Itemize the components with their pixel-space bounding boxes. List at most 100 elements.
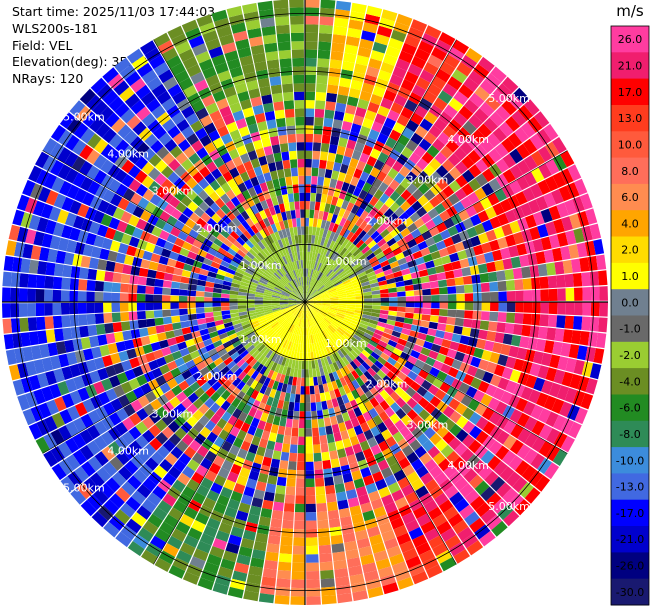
velocity-gate: [560, 246, 571, 261]
velocity-gate: [148, 411, 162, 424]
velocity-gate: [320, 293, 329, 297]
velocity-gate: [418, 421, 430, 433]
velocity-gate: [482, 421, 496, 435]
velocity-gate: [496, 430, 510, 445]
velocity-gate: [384, 537, 399, 550]
velocity-gate: [302, 302, 305, 310]
velocity-gate: [352, 443, 363, 454]
velocity-gate: [314, 280, 320, 289]
velocity-gate: [326, 269, 333, 277]
velocity-gate: [377, 422, 388, 433]
velocity-gate: [516, 243, 528, 256]
velocity-gate: [305, 302, 306, 311]
velocity-gate: [332, 119, 343, 129]
velocity-gate: [385, 436, 397, 448]
velocity-gate: [410, 381, 421, 392]
velocity-gate: [305, 74, 316, 84]
velocity-gate: [335, 234, 343, 244]
velocity-gate: [313, 298, 322, 301]
velocity-gate: [305, 302, 308, 311]
velocity-gate: [548, 234, 560, 249]
velocity-gate: [245, 386, 255, 397]
velocity-gate: [523, 171, 537, 187]
velocity-gate: [459, 141, 474, 155]
velocity-gate: [294, 91, 305, 101]
velocity-gate: [269, 388, 277, 399]
velocity-gate: [328, 67, 341, 78]
velocity-gate: [212, 306, 222, 312]
velocity-gate: [312, 325, 318, 334]
velocity-gate: [341, 321, 350, 328]
velocity-gate: [339, 367, 348, 377]
velocity-gate: [399, 262, 409, 271]
velocity-gate: [324, 203, 331, 213]
velocity-gate: [294, 503, 305, 513]
velocity-gate: [266, 440, 276, 451]
velocity-gate: [553, 369, 566, 385]
velocity-gate: [475, 338, 487, 350]
velocity-gate: [374, 452, 386, 464]
velocity-gate: [305, 302, 314, 305]
velocity-gate: [212, 292, 222, 298]
velocity-gate: [420, 275, 430, 284]
velocity-gate: [394, 419, 406, 431]
velocity-gate: [342, 319, 352, 325]
velocity-gate: [315, 494, 327, 504]
velocity-gate: [369, 397, 380, 408]
velocity-gate: [424, 414, 437, 427]
velocity-gate: [412, 506, 427, 519]
velocity-gate: [152, 485, 167, 500]
velocity-gate: [284, 349, 290, 358]
velocity-gate: [318, 245, 323, 254]
velocity-gate: [442, 185, 455, 198]
velocity-gate: [438, 247, 449, 258]
velocity-gate: [261, 25, 276, 36]
velocity-gate: [324, 476, 334, 487]
velocity-gate: [372, 263, 382, 271]
velocity-gate: [423, 391, 435, 403]
velocity-gate: [379, 203, 390, 215]
velocity-gate: [330, 534, 344, 545]
velocity-gate: [355, 217, 364, 227]
velocity-gate: [419, 118, 433, 132]
velocity-gate: [363, 474, 375, 486]
velocity-gate: [436, 520, 452, 535]
velocity-gate: [395, 58, 411, 71]
range-label: 5.00km: [488, 500, 530, 513]
velocity-gate: [301, 369, 305, 378]
velocity-gate: [320, 246, 326, 255]
velocity-gate: [375, 478, 388, 491]
velocity-gate: [397, 302, 406, 307]
velocity-gate: [530, 404, 544, 420]
velocity-gate: [372, 414, 383, 426]
velocity-gate: [516, 444, 531, 460]
velocity-gate: [428, 125, 442, 138]
velocity-gate: [514, 313, 524, 324]
velocity-gate: [18, 288, 28, 302]
velocity-gate: [312, 243, 317, 253]
velocity-gate: [143, 443, 157, 457]
velocity-gate: [328, 324, 337, 332]
velocity-gate: [418, 138, 432, 151]
velocity-gate: [62, 327, 73, 341]
velocity-gate: [195, 302, 205, 308]
velocity-gate: [296, 461, 305, 471]
velocity-gate: [502, 169, 516, 184]
velocity-gate: [410, 349, 421, 359]
velocity-gate: [281, 75, 293, 85]
velocity-gate: [549, 382, 562, 398]
velocity-gate: [448, 513, 464, 528]
velocity-gate: [310, 308, 316, 316]
velocity-gate: [311, 290, 318, 297]
velocity-gate: [399, 333, 410, 341]
velocity-gate: [389, 190, 401, 202]
velocity-gate: [410, 19, 428, 33]
velocity-gate: [220, 293, 230, 298]
velocity-gate: [325, 347, 332, 356]
velocity-gate: [368, 377, 379, 387]
velocity-gate: [220, 486, 233, 499]
velocity-gate: [312, 279, 318, 288]
velocity-gate: [305, 184, 311, 193]
velocity-gate: [327, 249, 335, 259]
velocity-gate: [436, 323, 447, 332]
